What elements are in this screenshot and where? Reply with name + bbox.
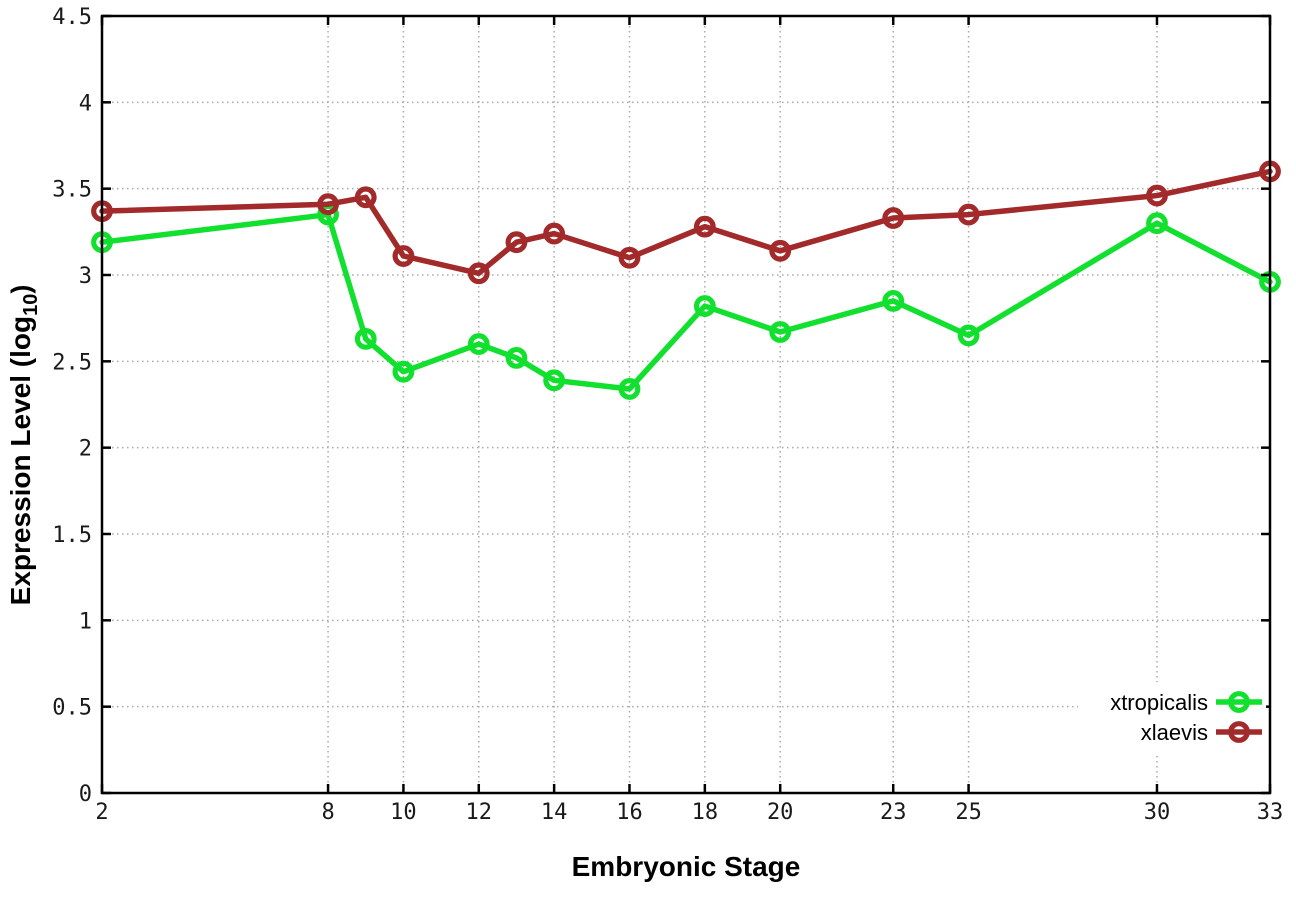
marker-xlaevis-25 — [957, 203, 980, 226]
y-tick-label-3.5: 3.5 — [52, 178, 92, 203]
legend-label-xlaevis: xlaevis — [1141, 720, 1208, 745]
marker-xlaevis-10 — [392, 245, 415, 267]
y-tick-label-0: 0 — [79, 782, 92, 807]
legend-marker-xtropicalis — [1228, 691, 1250, 713]
x-tick-label-12: 12 — [466, 800, 493, 825]
x-tick-label-14: 14 — [541, 800, 568, 825]
marker-xtropicalis-13 — [505, 346, 528, 369]
y-tick-labels: 0 0.5 1 1.5 2 2.5 3 3.5 4 4.5 — [52, 5, 92, 807]
axis-ticks — [100, 14, 1272, 795]
legend-entry-xlaevis: xlaevis — [1141, 720, 1262, 745]
marker-xlaevis-20 — [769, 239, 792, 262]
x-tick-label-20: 20 — [767, 800, 794, 825]
y-tick-label-4.5: 4.5 — [52, 5, 92, 30]
marker-xlaevis-23 — [882, 207, 905, 229]
x-tick-label-16: 16 — [616, 800, 643, 825]
marker-xtropicalis-23 — [882, 290, 905, 312]
series-line-xlaevis — [99, 168, 1273, 277]
y-tick-label-2.5: 2.5 — [52, 350, 92, 375]
marker-xlaevis-12 — [467, 262, 490, 285]
marker-xtropicalis-10 — [392, 360, 415, 383]
legend: xtropicalis xlaevis — [1078, 682, 1266, 754]
series-layer — [91, 160, 1281, 400]
x-tick-label-25: 25 — [955, 800, 982, 825]
x-tick-label-8: 8 — [321, 800, 334, 825]
x-tick-label-2: 2 — [95, 800, 108, 825]
marker-xlaevis-14 — [543, 222, 566, 245]
y-axis-label-text: Expression Level (log — [5, 316, 36, 605]
marker-xlaevis-30 — [1146, 184, 1168, 207]
y-tick-label-1.5: 1.5 — [52, 523, 92, 548]
y-tick-label-2: 2 — [79, 437, 92, 462]
x-tick-label-18: 18 — [692, 800, 719, 825]
series-line-xtropicalis — [99, 211, 1273, 392]
marker-xtropicalis-14 — [543, 369, 566, 392]
legend-marker-xlaevis — [1228, 721, 1250, 743]
gridlines — [102, 16, 1270, 793]
y-axis-label: Expression Level (log10) — [5, 285, 42, 606]
marker-xlaevis-18 — [693, 215, 716, 238]
marker-xlaevis-13 — [505, 231, 528, 254]
x-axis-label: Embryonic Stage — [572, 851, 801, 882]
y-tick-label-1: 1 — [79, 609, 92, 634]
y-axis-label-subscript: 10 — [20, 294, 42, 316]
marker-xtropicalis-25 — [957, 324, 980, 347]
x-tick-label-23: 23 — [880, 800, 907, 825]
x-tick-label-33: 33 — [1257, 800, 1284, 825]
y-tick-label-3: 3 — [79, 264, 92, 289]
y-tick-label-4: 4 — [79, 91, 92, 116]
plot-border — [100, 14, 1272, 795]
marker-xtropicalis-18 — [693, 295, 716, 317]
y-tick-label-0.5: 0.5 — [52, 696, 92, 721]
marker-xlaevis-8 — [317, 193, 339, 216]
marker-xlaevis-16 — [618, 246, 641, 269]
marker-xtropicalis-30 — [1146, 212, 1168, 235]
legend-label-xtropicalis: xtropicalis — [1110, 690, 1208, 715]
x-tick-labels: 2 8 10 12 14 16 18 20 23 25 30 33 — [95, 800, 1283, 825]
marker-xtropicalis-20 — [769, 321, 792, 343]
marker-xlaevis-9 — [354, 186, 377, 209]
x-tick-label-30: 30 — [1144, 800, 1171, 825]
marker-xtropicalis-16 — [618, 378, 641, 400]
x-tick-label-10: 10 — [390, 800, 417, 825]
legend-entry-xtropicalis: xtropicalis — [1110, 690, 1262, 715]
y-axis-label-close-paren: ) — [6, 285, 36, 294]
marker-xtropicalis-9 — [354, 327, 377, 350]
series-xtropicalis — [91, 203, 1281, 400]
marker-xtropicalis-12 — [467, 333, 490, 355]
